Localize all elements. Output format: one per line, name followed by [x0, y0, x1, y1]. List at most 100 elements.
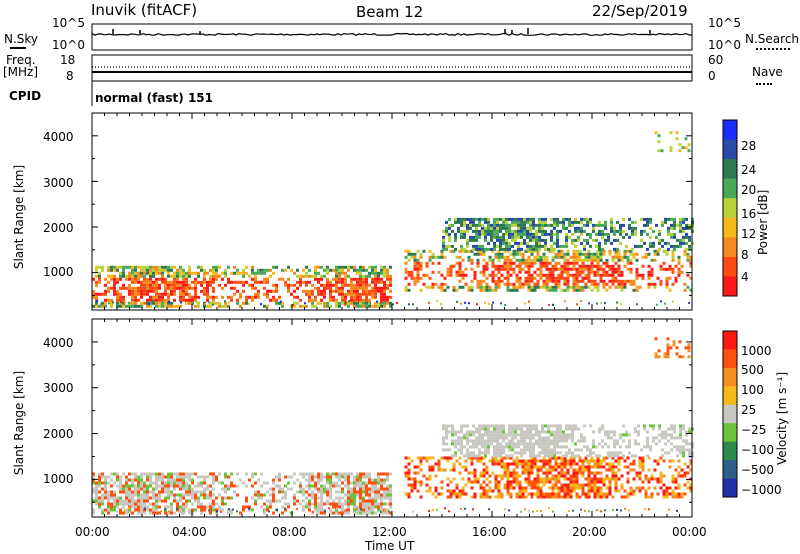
- p1-cell: [508, 226, 511, 230]
- p1-cell: [568, 229, 571, 233]
- p2-cell: [485, 468, 489, 472]
- p1-cell: [584, 264, 588, 268]
- p1-cell: [542, 279, 546, 283]
- p1-cell: [359, 304, 362, 308]
- p1-cell: [466, 217, 469, 221]
- p2-cell: [514, 442, 517, 446]
- p2-cell: [581, 459, 585, 463]
- p1-cell: [365, 286, 368, 290]
- p2-cell: [568, 424, 571, 428]
- p1-speckle: [580, 300, 582, 303]
- p2-cell: [666, 346, 670, 350]
- p2-cell: [455, 459, 459, 463]
- p1-cell: [659, 267, 663, 271]
- p1-cell: [410, 270, 414, 274]
- p1-cell: [572, 267, 576, 271]
- p1-cell: [611, 273, 615, 277]
- p1-cell: [365, 298, 368, 302]
- p1-cell: [668, 267, 672, 271]
- p1-cell: [575, 267, 579, 271]
- p2-cell: [556, 439, 559, 443]
- p2-cell: [374, 490, 377, 494]
- p2-cell: [664, 451, 667, 455]
- p2-cell: [158, 475, 161, 479]
- p2-cell: [317, 505, 320, 509]
- p1-cell: [550, 238, 553, 242]
- p1-cell: [520, 217, 523, 221]
- p2-cell: [686, 480, 690, 484]
- p1-cell: [593, 273, 597, 277]
- p1-cell: [536, 258, 540, 262]
- p2-cell: [386, 502, 389, 506]
- p1-cell: [514, 229, 517, 233]
- p2-cell: [380, 499, 383, 503]
- p2-cell: [599, 462, 603, 466]
- p1-cell: [203, 271, 206, 275]
- p1-cell: [173, 304, 176, 308]
- p1-cell: [520, 229, 523, 233]
- p2-cell: [107, 490, 110, 494]
- p1-cell: [371, 292, 374, 296]
- p1-cell: [490, 247, 493, 251]
- p2-cell: [335, 496, 338, 500]
- p2-cell: [451, 433, 454, 437]
- p2-cell: [338, 496, 341, 500]
- p2-cell: [521, 465, 525, 469]
- p2-cell: [353, 502, 356, 506]
- p1-speckle: [500, 302, 502, 305]
- p2-cell: [461, 489, 465, 493]
- p2-cell: [553, 454, 556, 458]
- p2-cell: [506, 456, 510, 460]
- p2-cell: [581, 468, 585, 472]
- p1-cell: [155, 277, 158, 281]
- p1-cell: [221, 277, 224, 281]
- p1-cell: [586, 217, 589, 221]
- p2-cell: [281, 496, 284, 500]
- p1-cell: [308, 295, 311, 299]
- p1-cell: [137, 304, 140, 308]
- p2-cell: [487, 442, 490, 446]
- p2-cell: [101, 487, 104, 491]
- p2-cell: [644, 495, 648, 499]
- p1-cell: [644, 252, 648, 256]
- p2-cell: [646, 436, 649, 440]
- p2-cell: [535, 433, 538, 437]
- p2-cell: [230, 496, 233, 500]
- p2-cell: [353, 484, 356, 488]
- p2-cell: [607, 430, 610, 434]
- p1-cell: [116, 301, 119, 305]
- p2-cell: [143, 502, 146, 506]
- p1-cell: [505, 244, 508, 248]
- p1-cell: [675, 137, 679, 141]
- p2-cell: [496, 427, 499, 431]
- p2-cell: [554, 483, 558, 487]
- p1-cell: [493, 244, 496, 248]
- p1-cell: [326, 286, 329, 290]
- p2-cell: [685, 433, 688, 437]
- p2-cell: [230, 481, 233, 485]
- p2-cell: [125, 478, 128, 482]
- p2-cell: [565, 454, 568, 458]
- p1-speckle: [204, 302, 206, 305]
- p1-cell: [485, 285, 489, 289]
- p1-cell: [481, 247, 484, 251]
- p1-cell: [407, 273, 411, 277]
- p2-cell: [500, 495, 504, 499]
- p1-cell: [578, 249, 582, 253]
- p1-cell: [173, 292, 176, 296]
- p1-speckle: [492, 301, 494, 304]
- p2-cell: [637, 433, 640, 437]
- p2-cell: [511, 442, 514, 446]
- p1-cell: [599, 273, 603, 277]
- p1-cell: [617, 258, 621, 262]
- p1-cell: [515, 279, 519, 283]
- p2-cell: [596, 459, 600, 463]
- p2-cell: [479, 492, 483, 496]
- p2-cell: [526, 445, 529, 449]
- p1-cell: [362, 304, 365, 308]
- p2-cell: [674, 468, 678, 472]
- p1-cell: [521, 252, 525, 256]
- p1-cell: [104, 298, 107, 302]
- p2-cell: [548, 456, 552, 460]
- p1-cell: [473, 270, 477, 274]
